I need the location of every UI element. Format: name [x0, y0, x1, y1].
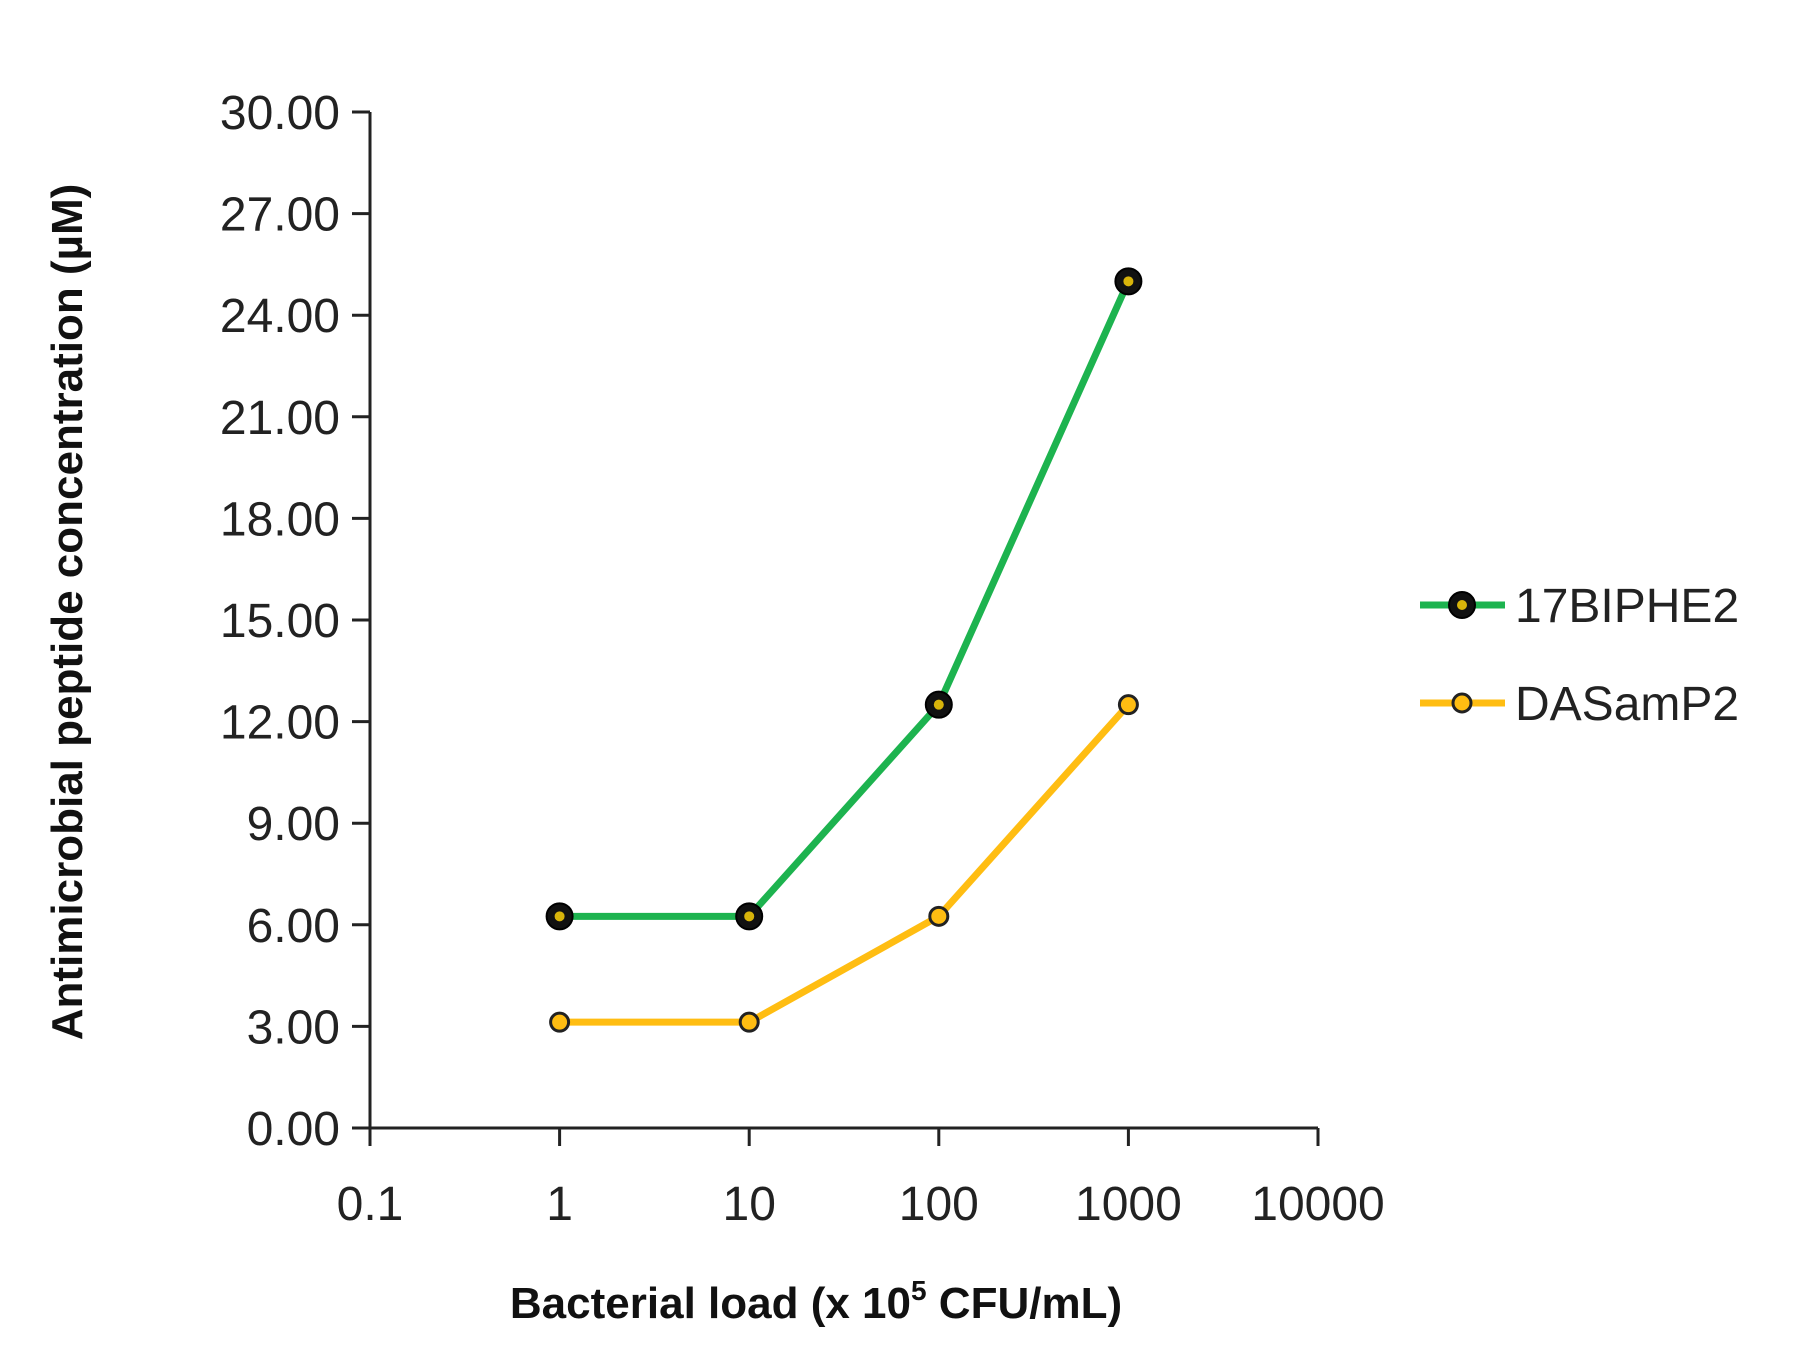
data-point [549, 1011, 571, 1033]
y-tick-label: 6.00 [247, 900, 340, 953]
data-point [1117, 694, 1139, 716]
x-tick-label: 0.1 [337, 1178, 404, 1231]
y-tick-label: 24.00 [220, 290, 340, 343]
series-17BIPHE2 [545, 267, 1143, 931]
x-tick-label: 1 [546, 1178, 573, 1231]
legend-label: DASamP2 [1515, 678, 1739, 731]
x-tick-label: 100 [899, 1178, 979, 1231]
y-axis-title: Antimicrobial peptide concentration (µM) [43, 184, 92, 1041]
y-tick-label: 30.00 [220, 87, 340, 140]
x-tick-label: 10 [723, 1178, 776, 1231]
y-tick-label: 21.00 [220, 392, 340, 445]
series-lines [545, 267, 1143, 1033]
legend-marker [1451, 692, 1473, 714]
series-line [556, 701, 1132, 1026]
legend: 17BIPHE2 DASamP2 [1420, 580, 1739, 731]
y-tick-label: 15.00 [220, 595, 340, 648]
series-DASamP2 [549, 694, 1139, 1033]
y-tick-label: 3.00 [247, 1001, 340, 1054]
y-tick-label: 9.00 [247, 798, 340, 851]
y-tick-label: 27.00 [220, 189, 340, 242]
y-tick-label: 18.00 [220, 493, 340, 546]
y-tick-label: 12.00 [220, 697, 340, 750]
x-axis-title-superscript: 5 [911, 1275, 927, 1306]
x-axis-title-end: CFU/mL) [927, 1279, 1123, 1328]
x-axis-title: Bacterial load (x 105 CFU/mL) [510, 1275, 1122, 1328]
data-point-center [933, 699, 944, 710]
x-tick-label: 1000 [1075, 1178, 1182, 1231]
y-tick-label: 0.00 [247, 1103, 340, 1156]
data-point [738, 1011, 760, 1033]
axes: 0.00 3.00 6.00 9.00 12.00 15.00 18.00 21.00 24.0… [220, 87, 1385, 1231]
x-tick-label: 10000 [1251, 1178, 1384, 1231]
series-line [556, 277, 1132, 920]
data-point-center [1123, 276, 1134, 287]
data-point [928, 905, 950, 927]
legend-item: 17BIPHE2 [1420, 580, 1739, 633]
legend-item: DASamP2 [1420, 678, 1739, 731]
legend-marker-center [1457, 600, 1467, 610]
data-point-center [554, 911, 565, 922]
data-point-center [744, 911, 755, 922]
x-axis-title-main: Bacterial load (x 10 [510, 1279, 911, 1328]
legend-label: 17BIPHE2 [1515, 580, 1739, 633]
